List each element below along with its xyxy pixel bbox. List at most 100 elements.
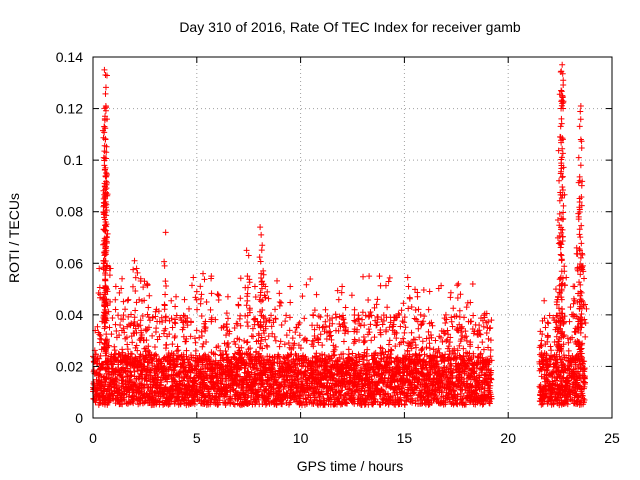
roti-point	[171, 400, 178, 407]
roti-point	[183, 353, 190, 360]
roti-point	[272, 306, 279, 313]
roti-point	[236, 336, 243, 343]
roti-point	[188, 282, 195, 289]
roti-point	[247, 351, 254, 358]
roti-point	[285, 340, 292, 347]
roti-point	[162, 384, 169, 391]
roti-point	[223, 310, 230, 317]
roti-point	[146, 292, 153, 299]
roti-point	[237, 355, 244, 362]
roti-point	[169, 341, 176, 348]
roti-point	[248, 369, 255, 376]
roti-point	[256, 386, 263, 393]
roti-point	[225, 377, 232, 384]
roti-point	[249, 325, 256, 332]
roti-point	[223, 332, 230, 339]
roti-point	[113, 379, 120, 386]
roti-point	[251, 382, 258, 389]
roti-point	[297, 345, 304, 352]
roti-point	[180, 312, 187, 319]
roti-point	[125, 393, 132, 400]
roti-point	[106, 398, 113, 405]
roti-point	[111, 347, 118, 354]
roti-point	[187, 361, 194, 368]
roti-point	[158, 379, 165, 386]
roti-point	[257, 360, 264, 367]
roti-point	[173, 312, 180, 319]
roti-point	[277, 338, 284, 345]
roti-point	[253, 398, 260, 405]
roti-point	[94, 323, 101, 330]
roti-point	[149, 332, 156, 339]
roti-point	[128, 371, 135, 378]
roti-point	[277, 382, 284, 389]
roti-point	[276, 290, 283, 297]
roti-point	[115, 350, 122, 357]
roti-point	[237, 295, 244, 302]
roti-point	[292, 329, 299, 336]
roti-point	[218, 362, 225, 369]
roti-point	[222, 347, 229, 354]
roti-point	[215, 401, 222, 408]
roti-point	[126, 376, 133, 383]
roti-point	[224, 389, 231, 396]
roti-point	[200, 390, 207, 397]
roti-point	[197, 384, 204, 391]
roti-point	[148, 393, 155, 400]
roti-point	[278, 321, 285, 328]
data-points	[90, 61, 590, 409]
roti-point	[116, 332, 123, 339]
roti-point	[231, 325, 238, 332]
roti-point	[127, 350, 134, 357]
roti-point	[244, 319, 251, 326]
roti-point	[185, 305, 192, 312]
roti-point	[124, 297, 131, 304]
roti-point	[105, 368, 112, 375]
roti-point	[272, 316, 279, 323]
roti-point	[181, 359, 188, 366]
roti-point	[149, 356, 156, 363]
roti-point	[271, 333, 278, 340]
roti-point	[309, 322, 316, 329]
roti-point	[242, 365, 249, 372]
roti-point	[300, 362, 307, 369]
roti-point	[203, 299, 210, 306]
roti-point	[244, 323, 251, 330]
roti-point	[140, 284, 147, 291]
roti-point	[119, 401, 126, 408]
roti-point	[175, 347, 182, 354]
roti-point	[250, 333, 257, 340]
roti-point	[230, 401, 237, 408]
roti-point	[266, 316, 273, 323]
roti-point	[144, 311, 151, 318]
roti-point	[108, 331, 115, 338]
roti-point	[247, 374, 254, 381]
roti-point	[283, 332, 290, 339]
roti-point	[282, 318, 289, 325]
roti-point	[284, 357, 291, 364]
roti-point	[151, 343, 158, 350]
roti-point	[153, 353, 160, 360]
roti-point	[291, 340, 298, 347]
roti-point	[280, 386, 287, 393]
roti-point	[127, 372, 134, 379]
roti-point	[158, 360, 165, 367]
roti-point	[296, 332, 303, 339]
roti-point	[109, 314, 116, 321]
roti-point	[264, 288, 271, 295]
roti-point	[198, 312, 205, 319]
roti-point	[190, 274, 197, 281]
roti-point	[197, 295, 204, 302]
roti-point	[281, 341, 288, 348]
roti-point	[198, 366, 205, 372]
roti-point	[92, 351, 99, 358]
roti-point	[184, 314, 191, 321]
roti-point	[159, 319, 166, 326]
roti-point	[128, 311, 135, 318]
roti-point	[301, 315, 308, 322]
roti-point	[118, 373, 125, 380]
roti-point	[299, 293, 306, 300]
roti-point	[273, 401, 280, 408]
roti-point	[129, 351, 136, 358]
